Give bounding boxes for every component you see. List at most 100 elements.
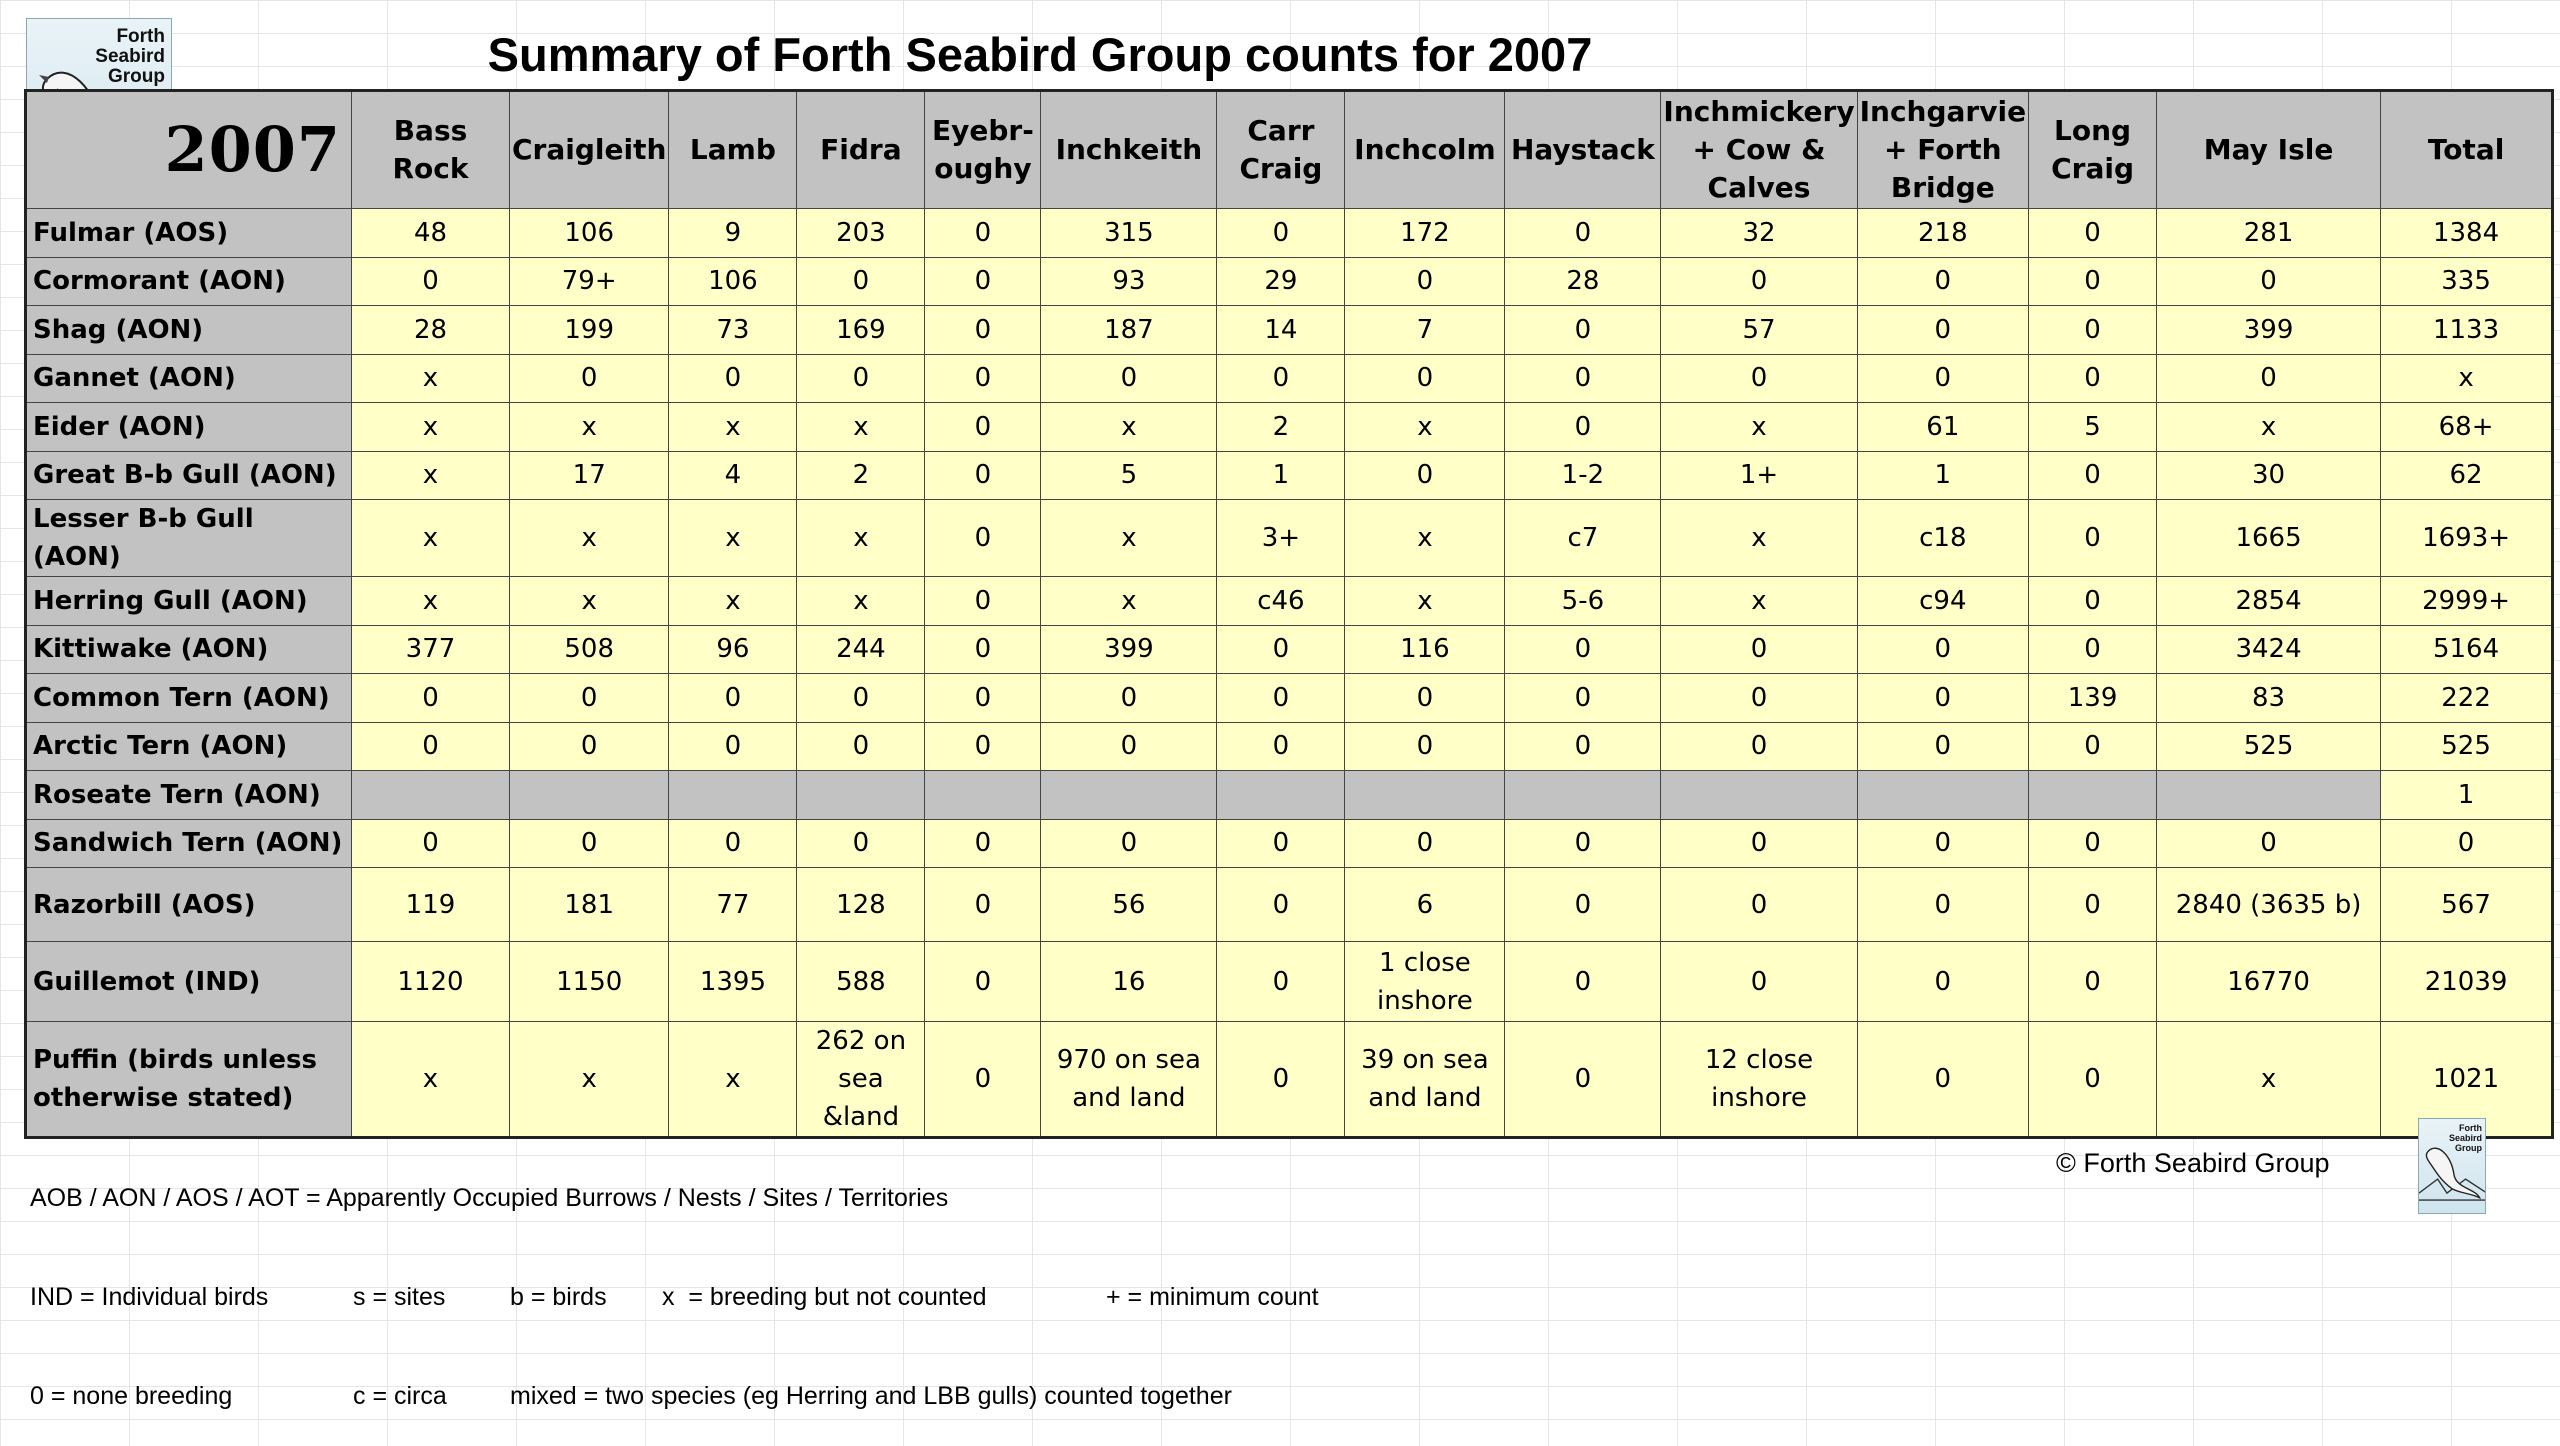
count-cell: 0 [2028, 941, 2158, 1022]
count-cell: 0 [924, 353, 1042, 403]
count-cell: 2999+ [2380, 576, 2554, 626]
count-cell: 0 [1504, 818, 1662, 868]
species-label: Gannet (AON) [25, 353, 352, 403]
count-cell: 1693+ [2380, 499, 2554, 577]
count-cell: 0 [1344, 450, 1506, 500]
count-cell: 0 [2156, 256, 2382, 306]
count-cell: 28 [351, 305, 510, 355]
count-cell: x [351, 1021, 510, 1138]
column-header: Inchkeith [1040, 90, 1218, 209]
count-cell: 0 [924, 256, 1042, 306]
species-label: Eider (AON) [25, 402, 352, 452]
count-cell: 128 [796, 867, 926, 942]
table-row: Sandwich Tern (AON) 0 0 0 0 0 0 0 0 0 0 0 0 0 0 [25, 818, 2554, 868]
count-cell: 17 [508, 450, 670, 500]
count-cell: 0 [2028, 208, 2158, 258]
count-cell: 0 [351, 256, 510, 306]
count-cell: 0 [1216, 1021, 1346, 1138]
count-cell: 61 [1856, 402, 2030, 452]
table-row: Guillemot (IND) 1120 1150 1395 588 0 16 0 1 clos… [25, 941, 2554, 1022]
count-cell: x [1344, 576, 1506, 626]
count-cell: 0 [1504, 402, 1662, 452]
count-cell: 399 [1040, 624, 1218, 674]
count-cell [2028, 770, 2158, 820]
count-cell [508, 770, 670, 820]
count-cell: 567 [2380, 867, 2554, 942]
count-cell [1856, 770, 2030, 820]
count-cell: 222 [2380, 673, 2554, 723]
count-cell: c46 [1216, 576, 1346, 626]
count-cell: 77 [668, 867, 798, 942]
column-header: Total [2380, 90, 2554, 209]
table-row: Cormorant (AON) 0 79+ 106 0 0 93 29 0 28 0 0 0 0 335 [25, 256, 2554, 306]
count-cell: 0 [1856, 721, 2030, 771]
legend-circa: c = circa [353, 1382, 447, 1410]
count-cell: 0 [924, 818, 1042, 868]
count-cell: 1120 [351, 941, 510, 1022]
count-cell: 0 [924, 576, 1042, 626]
species-label: Arctic Tern (AON) [25, 721, 352, 771]
count-cell: 1-2 [1504, 450, 1662, 500]
count-cell: 181 [508, 867, 670, 942]
table-row: Herring Gull (AON) x x x x 0 x c46 x 5-6 x c94 0 2854… [25, 576, 2554, 626]
count-cell: 3+ [1216, 499, 1346, 577]
count-cell: 2 [1216, 402, 1346, 452]
count-cell: 0 [508, 673, 670, 723]
table-body: Fulmar (AOS) 48 106 9 203 0 315 0 172 0 32 218 0 281 1… [25, 208, 2554, 1138]
count-cell: 399 [2156, 305, 2382, 355]
count-cell: 0 [351, 673, 510, 723]
count-cell: 0 [1216, 721, 1346, 771]
column-header: May Isle [2156, 90, 2382, 209]
count-cell: 0 [2028, 450, 2158, 500]
count-cell: 0 [924, 499, 1042, 577]
count-cell: x [1040, 402, 1218, 452]
species-label: Lesser B-b Gull (AON) [25, 499, 352, 577]
count-cell: 0 [924, 867, 1042, 942]
count-cell: x [1344, 499, 1506, 577]
count-cell [1040, 770, 1218, 820]
count-cell: 0 [1040, 818, 1218, 868]
count-cell: 0 [2028, 624, 2158, 674]
count-cell: 30 [2156, 450, 2382, 500]
count-cell: 169 [796, 305, 926, 355]
count-cell: 0 [1504, 941, 1662, 1022]
count-cell: 0 [1660, 818, 1858, 868]
count-cell: 16770 [2156, 941, 2382, 1022]
count-cell: 203 [796, 208, 926, 258]
count-cell: 0 [1344, 256, 1506, 306]
species-label: Herring Gull (AON) [25, 576, 352, 626]
species-label: Fulmar (AOS) [25, 208, 352, 258]
count-cell: 0 [508, 818, 670, 868]
table-row: Fulmar (AOS) 48 106 9 203 0 315 0 172 0 32 218 0 281 1… [25, 208, 2554, 258]
count-cell: 12 close inshore [1660, 1021, 1858, 1138]
count-cell: 1150 [508, 941, 670, 1022]
count-cell: x [796, 402, 926, 452]
count-cell: 2854 [2156, 576, 2382, 626]
count-cell: 106 [508, 208, 670, 258]
count-cell: 0 [1504, 673, 1662, 723]
count-cell: 0 [668, 673, 798, 723]
count-cell: x [351, 402, 510, 452]
legend-sites: s = sites [353, 1283, 446, 1311]
table-row: Razorbill (AOS) 119 181 77 128 0 56 0 6 0 0 0 0 2840 … [25, 867, 2554, 942]
count-cell: 0 [1660, 256, 1858, 306]
count-cell [1344, 770, 1506, 820]
legend-plus: + = minimum count [1106, 1283, 1319, 1311]
count-cell: 262 on sea &land [796, 1021, 926, 1138]
count-cell: 0 [1660, 721, 1858, 771]
table-row: Common Tern (AON) 0 0 0 0 0 0 0 0 0 0 0 139 83 222 [25, 673, 2554, 723]
count-cell: 0 [2028, 576, 2158, 626]
count-cell [924, 770, 1042, 820]
count-cell: 0 [1344, 673, 1506, 723]
count-cell: 2 [796, 450, 926, 500]
count-cell: 0 [1856, 305, 2030, 355]
count-cell: 0 [1856, 941, 2030, 1022]
count-cell: x [796, 576, 926, 626]
count-cell: 0 [924, 1021, 1042, 1138]
species-label: Cormorant (AON) [25, 256, 352, 306]
table-row: Great B-b Gull (AON) x 17 4 2 0 5 1 0 1-2 1+ 1 0 30 62 [25, 450, 2554, 500]
count-cell: 0 [1216, 673, 1346, 723]
count-cell: 21039 [2380, 941, 2554, 1022]
count-cell [1216, 770, 1346, 820]
count-cell: 0 [1344, 353, 1506, 403]
